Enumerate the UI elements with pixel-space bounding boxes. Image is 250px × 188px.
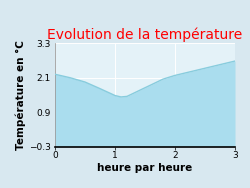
X-axis label: heure par heure: heure par heure [98,163,192,173]
Y-axis label: Température en °C: Température en °C [16,40,26,150]
Title: Evolution de la température: Evolution de la température [48,28,242,42]
